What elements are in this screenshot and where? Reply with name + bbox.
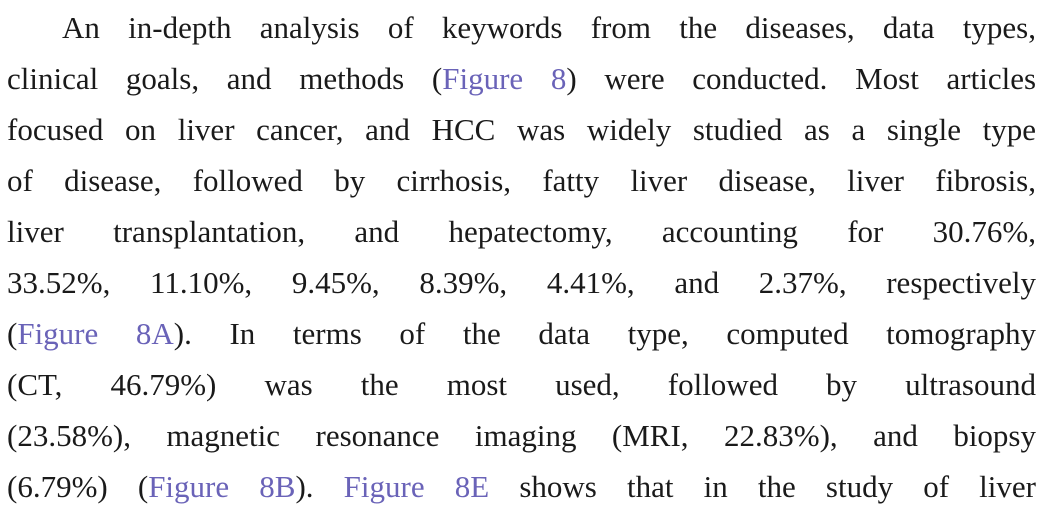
paragraph-line: (6.79%) (Figure 8B). Figure 8E shows tha…: [7, 465, 1036, 509]
paragraph-line: focused on liver cancer, and HCC was wid…: [7, 108, 1036, 152]
paragraph-line: (23.58%), magnetic resonance imaging (MR…: [7, 414, 1036, 458]
paragraph-text: (6.79%) (: [7, 469, 149, 504]
paragraph-line: (Figure 8A). In terms of the data type, …: [7, 312, 1036, 356]
paragraph-line: of disease, followed by cirrhosis, fatty…: [7, 159, 1036, 203]
figure-link[interactable]: Figure 8: [442, 61, 567, 96]
paragraph-text: (23.58%), magnetic resonance imaging (MR…: [7, 418, 1036, 453]
paragraph-line: clinical goals, and methods (Figure 8) w…: [7, 57, 1036, 101]
figure-link[interactable]: Figure 8A: [17, 316, 174, 351]
paragraph-line: liver transplantation, and hepatectomy, …: [7, 210, 1036, 254]
paragraph-line: 33.52%, 11.10%, 9.45%, 8.39%, 4.41%, and…: [7, 261, 1036, 305]
paragraph-line: (CT, 46.79%) was the most used, followed…: [7, 363, 1036, 407]
figure-link[interactable]: Figure 8E: [343, 469, 490, 504]
paragraph-text: 33.52%, 11.10%, 9.45%, 8.39%, 4.41%, and…: [7, 265, 1036, 300]
paragraph-text: An in-depth analysis of keywords from th…: [62, 10, 1036, 45]
paragraph-text: (: [7, 316, 18, 351]
figure-link[interactable]: Figure 8B: [148, 469, 296, 504]
paragraph-line: An in-depth analysis of keywords from th…: [62, 6, 1036, 50]
paragraph-text: ) were conducted. Most articles: [566, 61, 1037, 96]
paragraph-text: clinical goals, and methods (: [7, 61, 443, 96]
paragraph-text: of disease, followed by cirrhosis, fatty…: [7, 163, 1036, 198]
paragraph-text: (CT, 46.79%) was the most used, followed…: [7, 367, 1036, 402]
paragraph-text: ).: [295, 469, 344, 504]
paragraph-text: focused on liver cancer, and HCC was wid…: [7, 112, 1036, 147]
paragraph-text: ). In terms of the data type, computed t…: [173, 316, 1036, 351]
paragraph-text: shows that in the study of liver: [489, 469, 1036, 504]
paragraph-text: liver transplantation, and hepatectomy, …: [7, 214, 1036, 249]
